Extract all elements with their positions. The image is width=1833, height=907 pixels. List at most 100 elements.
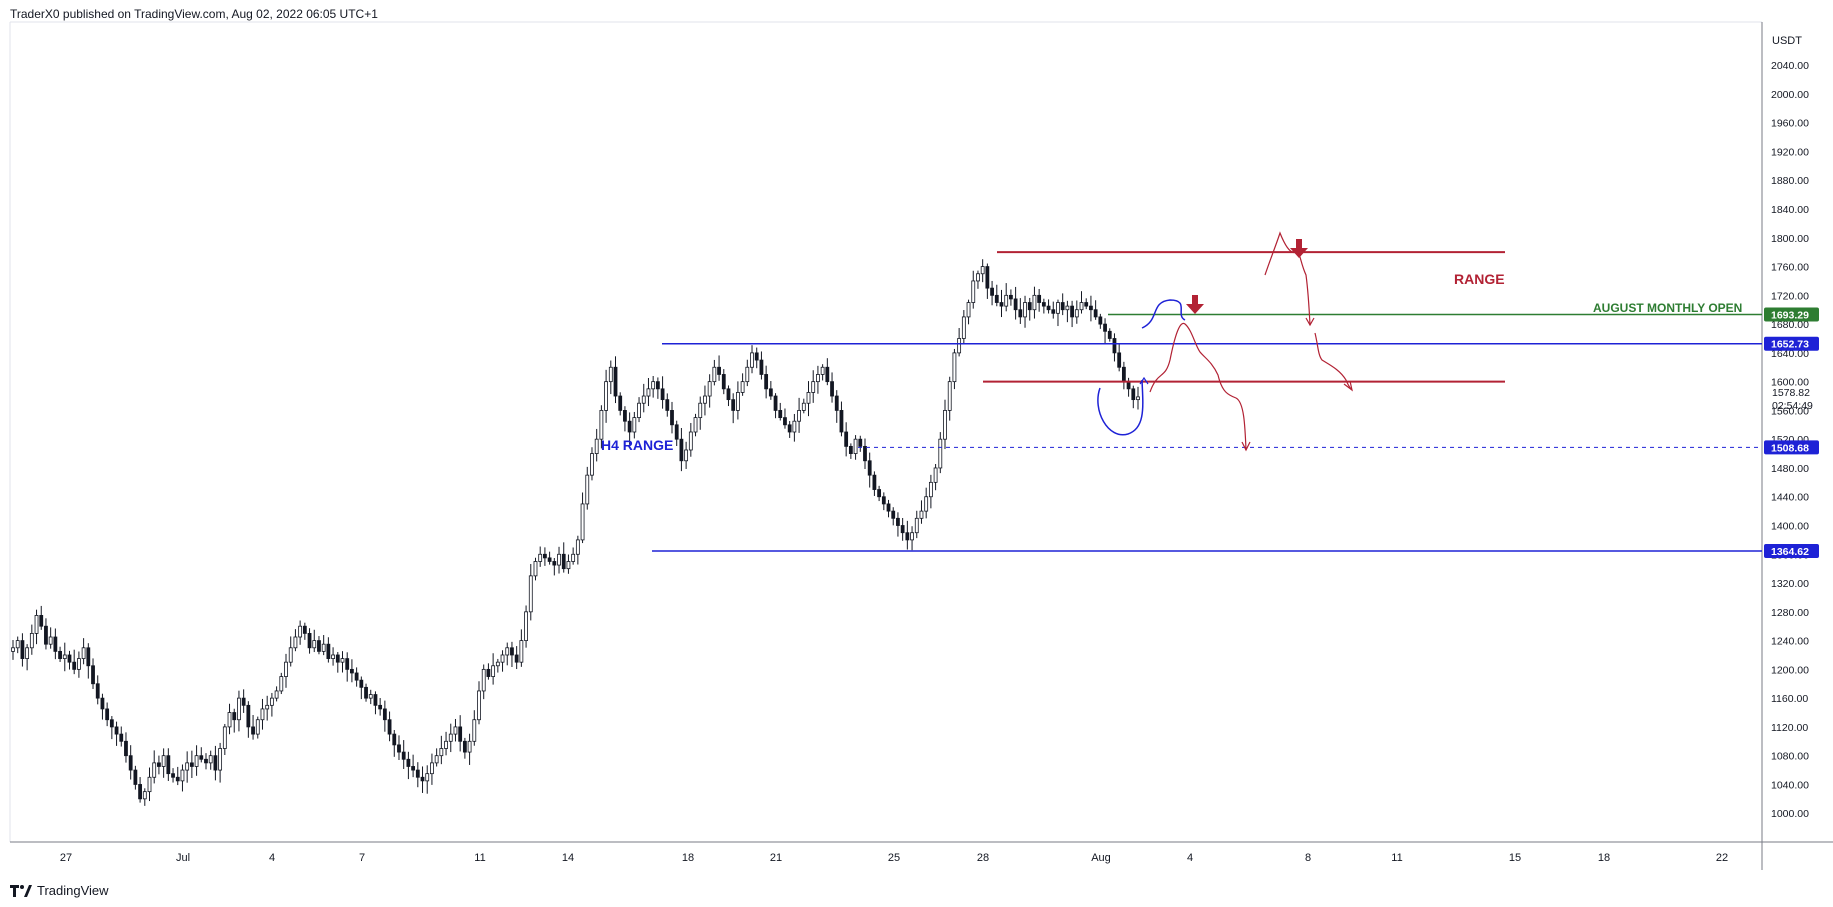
candle-body — [1131, 388, 1136, 401]
candle-body — [655, 381, 660, 390]
candle-body — [1051, 309, 1056, 314]
august-monthly-open-label: AUGUST MONTHLY OPEN — [1593, 301, 1742, 315]
price-badges: 1693.29 1652.73 1508.68 1364.62 1578.82 … — [1764, 307, 1819, 558]
badge-h4-mid: 1508.68 — [1764, 440, 1819, 455]
candle-body — [448, 733, 453, 742]
candle-body — [1004, 294, 1009, 307]
badge-h4-bottom: 1364.62 — [1764, 543, 1819, 558]
candle-body — [750, 352, 754, 368]
candle-body — [1009, 294, 1013, 300]
scenario-path-a-tip — [1241, 441, 1251, 452]
publish-info: TraderX0 published on TradingView.com, A… — [10, 7, 378, 21]
x-tick-label: 27 — [60, 852, 72, 864]
badge-h4-mid-text: 1508.68 — [1771, 442, 1809, 454]
y-tick-label: 1480.00 — [1771, 463, 1809, 475]
candle-body — [1126, 381, 1131, 390]
x-tick-label: Aug — [1091, 852, 1111, 864]
candle-body — [477, 690, 481, 721]
candle-body — [284, 661, 288, 677]
candle-body — [1027, 302, 1032, 311]
scenario-path-a — [1149, 322, 1247, 451]
scenario-path-b — [1264, 231, 1311, 326]
candle-body — [590, 453, 594, 476]
candle-body — [251, 726, 255, 735]
candle-body — [561, 553, 566, 570]
candle-body — [434, 755, 439, 764]
y-tick-label: 1800.00 — [1771, 233, 1809, 245]
badge-h4-bottom-text: 1364.62 — [1771, 546, 1809, 558]
candle-body — [1112, 338, 1117, 354]
x-tick-label: 28 — [977, 852, 989, 864]
candle-body — [147, 776, 152, 793]
candle-body — [415, 769, 420, 778]
candle-body — [928, 481, 933, 498]
candle-body — [566, 561, 571, 570]
candle-body — [1041, 302, 1046, 307]
candles — [11, 259, 1140, 806]
candle-body — [919, 510, 924, 519]
candle-body — [481, 668, 486, 692]
y-tick-label: 1960.00 — [1771, 118, 1809, 130]
drawn-annotations: RANGE AUGUST MONTHLY OPEN H4 RANGE — [601, 231, 1742, 453]
candle-body — [900, 525, 905, 534]
candle-body — [307, 633, 312, 649]
tradingview-branding: TradingView — [10, 880, 109, 900]
candle-body — [533, 561, 538, 577]
candle-body — [1065, 305, 1070, 311]
time-axis: 27 Jul 4 7 11 14 18 21 25 28 Aug 4 8 11 15 18 22 — [60, 852, 1728, 864]
candle-body — [547, 557, 552, 562]
candle-body — [81, 647, 86, 659]
candle-body — [754, 352, 759, 361]
candle-body — [858, 438, 863, 447]
candle-body — [354, 672, 359, 681]
candle-body — [246, 704, 251, 728]
candle-body — [232, 712, 237, 721]
y-tick-label: 1680.00 — [1771, 319, 1809, 331]
candle-body — [411, 766, 416, 771]
candle-body — [382, 708, 387, 721]
candle-body — [241, 697, 246, 706]
candle-body — [665, 399, 670, 411]
candle-body — [462, 740, 467, 753]
candle-body — [1032, 294, 1037, 311]
candle-body — [260, 708, 265, 721]
candle-body — [29, 633, 34, 649]
candle-body — [34, 615, 39, 634]
candle-body — [1084, 302, 1089, 307]
candle-body — [472, 719, 477, 742]
badge-h4-top-text: 1652.73 — [1771, 339, 1809, 351]
blue-circle — [1097, 379, 1144, 436]
price-axis: USDT 1000.00 1040.00 1080.00 1120.00 1160.00… — [1771, 35, 1809, 820]
candle-body — [72, 661, 77, 670]
candle-body — [735, 392, 740, 411]
candle-body — [976, 273, 980, 282]
candle-body — [575, 539, 580, 555]
candle-body — [453, 726, 458, 735]
candle-body — [872, 474, 877, 490]
candle-body — [848, 445, 853, 454]
candle-body — [585, 474, 590, 505]
h4-range-label: H4 RANGE — [601, 437, 673, 453]
candle-body — [368, 694, 373, 699]
candle-body — [425, 773, 430, 782]
candle-body — [142, 791, 147, 800]
y-tick-label: 2000.00 — [1771, 89, 1809, 101]
candle-body — [44, 625, 48, 645]
candle-body — [834, 395, 839, 411]
candle-body — [406, 758, 411, 767]
candle-body — [924, 496, 929, 512]
candle-body — [1074, 309, 1079, 318]
candle-body — [637, 402, 641, 419]
y-tick-label: 1000.00 — [1771, 808, 1809, 820]
candle-body — [524, 611, 528, 641]
candle-body — [905, 532, 910, 541]
candle-body — [293, 636, 298, 649]
candle-body — [25, 647, 30, 659]
candle-body — [109, 719, 114, 728]
candle-body — [510, 647, 514, 656]
candle-body — [1098, 316, 1103, 325]
candle-body — [830, 381, 834, 397]
candle-body — [933, 467, 938, 483]
candle-body — [613, 366, 618, 397]
